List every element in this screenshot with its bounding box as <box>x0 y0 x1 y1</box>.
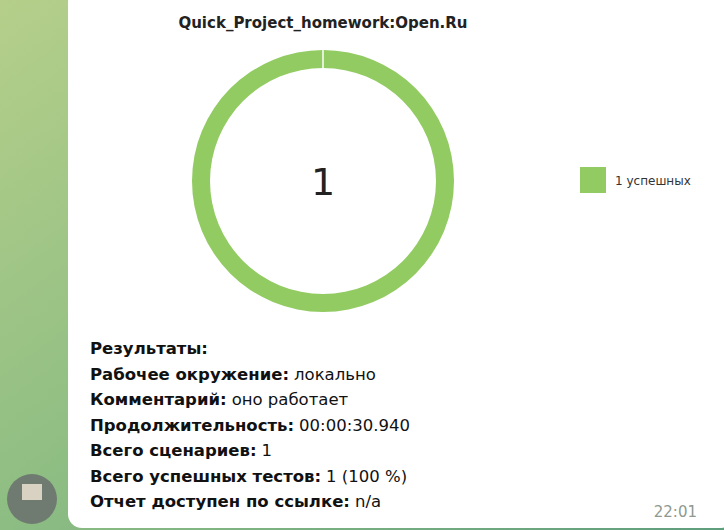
message-line: Всего сценариев: 1 <box>90 441 272 460</box>
legend-swatch <box>580 167 606 193</box>
message-bubble <box>68 0 724 528</box>
field-value: локально <box>294 365 376 384</box>
field-label: Комментарий: <box>90 390 227 409</box>
field-label: Рабочее окружение: <box>90 365 289 384</box>
field-value: 00:00:30.940 <box>299 416 410 435</box>
field-value: n/a <box>355 492 381 511</box>
field-value: 1 (100 %) <box>326 467 407 486</box>
slice-seam <box>322 50 324 68</box>
legend: 1 успешных <box>580 167 691 193</box>
message-line: Всего успешных тестов: 1 (100 %) <box>90 467 407 486</box>
field-label: Всего сценариев: <box>90 441 257 460</box>
center-label: 1 <box>311 160 335 204</box>
field-label: Отчет доступен по ссылке: <box>90 492 350 511</box>
message-line: Отчет доступен по ссылке: n/a <box>90 492 381 511</box>
avatar <box>7 474 57 524</box>
legend-label: 1 успешных <box>615 174 691 188</box>
message-line: Комментарий: оно работает <box>90 390 349 409</box>
chart-title: Quick_Project_homework:Open.Ru <box>178 14 467 32</box>
donut: 1 <box>192 50 454 312</box>
field-label: Всего успешных тестов: <box>90 467 321 486</box>
field-value: 1 <box>262 441 273 460</box>
avatar-detail <box>22 484 42 500</box>
donut-slice <box>192 50 454 312</box>
message-line: Продолжительность: 00:00:30.940 <box>90 416 410 435</box>
message-time: 22:01 <box>654 503 697 521</box>
screen: Quick_Project_homework:Open.Ru 1 1 успешны… <box>0 0 724 530</box>
message-line: Рабочее окружение: локально <box>90 365 376 384</box>
message-heading: Результаты: <box>90 339 208 358</box>
field-label: Продолжительность: <box>90 416 294 435</box>
field-value: оно работает <box>232 390 349 409</box>
